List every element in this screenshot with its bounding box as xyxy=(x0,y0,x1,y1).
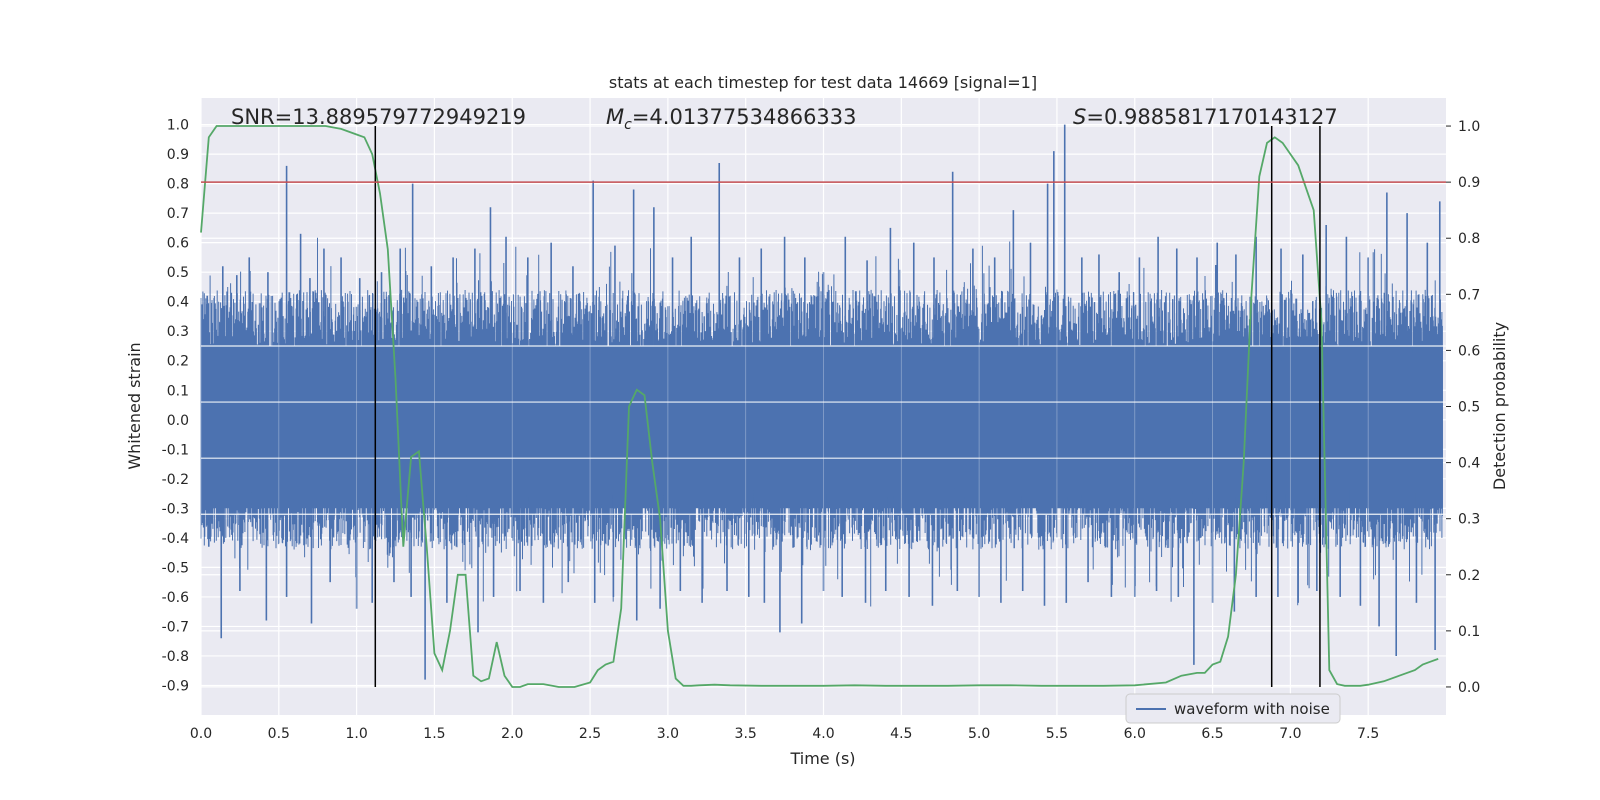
y-axis-right-ticks: 1.0 0.9 0.8 0.7 0.6 0.5 0.4 0.3 0.2 0.1 0.0 xyxy=(1446,119,1480,696)
legend: waveform with noise xyxy=(1125,693,1341,724)
y-left-tick-label: -0.4 xyxy=(162,531,189,547)
x-axis-label: Time (s) xyxy=(789,749,855,768)
y-right-tick-label: 1.0 xyxy=(1458,119,1480,135)
x-axis-ticks: 0.0 0.5 1.0 1.5 2.0 2.5 3.0 3.5 4.0 4.5 5.0 5.5 6.0 6… xyxy=(190,726,1379,742)
score-value: =0.9885817170143127 xyxy=(1086,105,1337,129)
y-right-tick-label: 0.2 xyxy=(1458,568,1480,584)
y-left-tick-label: -0.6 xyxy=(162,590,189,606)
y-left-tick-label: 0.8 xyxy=(167,177,189,193)
x-tick-label: 0.5 xyxy=(268,726,290,742)
probability-series xyxy=(200,125,1439,688)
y-right-tick-label: 0.8 xyxy=(1458,231,1480,247)
y-axis-right-label: Detection probability xyxy=(1490,322,1509,490)
y-right-tick-label: 0.9 xyxy=(1458,175,1480,191)
x-tick-label: 6.0 xyxy=(1124,726,1146,742)
chirp-mass-symbol: M xyxy=(606,105,624,129)
y-left-tick-label: 0.5 xyxy=(167,265,189,281)
waveform-noise xyxy=(200,237,1443,607)
x-tick-label: 2.0 xyxy=(501,726,523,742)
legend-label: waveform with noise xyxy=(1174,700,1330,718)
x-tick-label: 0.0 xyxy=(190,726,212,742)
x-tick-label: 7.5 xyxy=(1357,726,1379,742)
y-right-tick-label: 0.6 xyxy=(1458,343,1480,359)
y-right-tick-label: 0.4 xyxy=(1458,456,1480,472)
legend-box xyxy=(1125,693,1341,724)
score-annotation: S=0.9885817170143127 xyxy=(1073,105,1338,129)
y-right-tick-label: 0.3 xyxy=(1458,512,1480,528)
y-left-tick-label: 1.0 xyxy=(167,118,189,134)
chart-title: stats at each timestep for test data 146… xyxy=(609,73,1037,92)
x-tick-label: 7.0 xyxy=(1279,726,1301,742)
y-left-tick-label: -0.9 xyxy=(162,678,189,694)
chirp-mass-annotation: Mc=4.01377534866333 xyxy=(606,105,857,133)
vertical-markers xyxy=(374,126,1321,687)
x-tick-label: 2.5 xyxy=(579,726,601,742)
x-tick-label: 1.5 xyxy=(423,726,445,742)
chirp-mass-value: =4.01377534866333 xyxy=(632,105,857,129)
y-left-tick-label: 0.0 xyxy=(167,413,189,429)
y-left-tick-label: -0.2 xyxy=(162,472,189,488)
y-left-tick-label: 0.7 xyxy=(167,206,189,222)
y-right-tick-label: 0.0 xyxy=(1458,680,1480,696)
y-left-tick-label: 0.9 xyxy=(167,147,189,163)
x-tick-label: 1.0 xyxy=(345,726,367,742)
y-left-tick-label: 0.2 xyxy=(167,354,189,370)
x-tick-label: 5.0 xyxy=(968,726,990,742)
y-axis-left-ticks: 1.0 0.9 0.8 0.7 0.6 0.5 0.4 0.3 0.2 0.1 0.0 -0.1 -0.… xyxy=(162,118,189,695)
x-tick-label: 4.0 xyxy=(812,726,834,742)
y-left-tick-label: 0.6 xyxy=(167,236,189,252)
y-left-tick-label: -0.7 xyxy=(162,619,189,635)
y-axis-left-label: Whitened strain xyxy=(125,342,144,469)
x-tick-label: 4.5 xyxy=(890,726,912,742)
waveform-series xyxy=(200,98,1446,715)
chirp-mass-subscript: c xyxy=(624,117,632,133)
x-tick-label: 3.5 xyxy=(735,726,757,742)
x-tick-label: 6.5 xyxy=(1201,726,1223,742)
y-left-tick-label: 0.4 xyxy=(167,295,189,311)
y-left-tick-label: -0.8 xyxy=(162,649,189,665)
y-left-tick-label: -0.5 xyxy=(162,560,189,576)
y-right-tick-label: 0.1 xyxy=(1458,624,1480,640)
y-left-tick-label: 0.1 xyxy=(167,383,189,399)
x-tick-label: 5.5 xyxy=(1046,726,1068,742)
y-right-tick-label: 0.5 xyxy=(1458,400,1480,416)
score-symbol: S xyxy=(1073,105,1086,129)
y-left-tick-label: -0.3 xyxy=(162,501,189,517)
probability-line xyxy=(200,125,1439,688)
y-left-tick-label: 0.3 xyxy=(167,324,189,340)
y-left-tick-label: -0.1 xyxy=(162,442,189,458)
y-right-tick-label: 0.7 xyxy=(1458,287,1480,303)
x-tick-label: 3.0 xyxy=(657,726,679,742)
snr-annotation: SNR=13.889579772949219 xyxy=(231,105,526,129)
